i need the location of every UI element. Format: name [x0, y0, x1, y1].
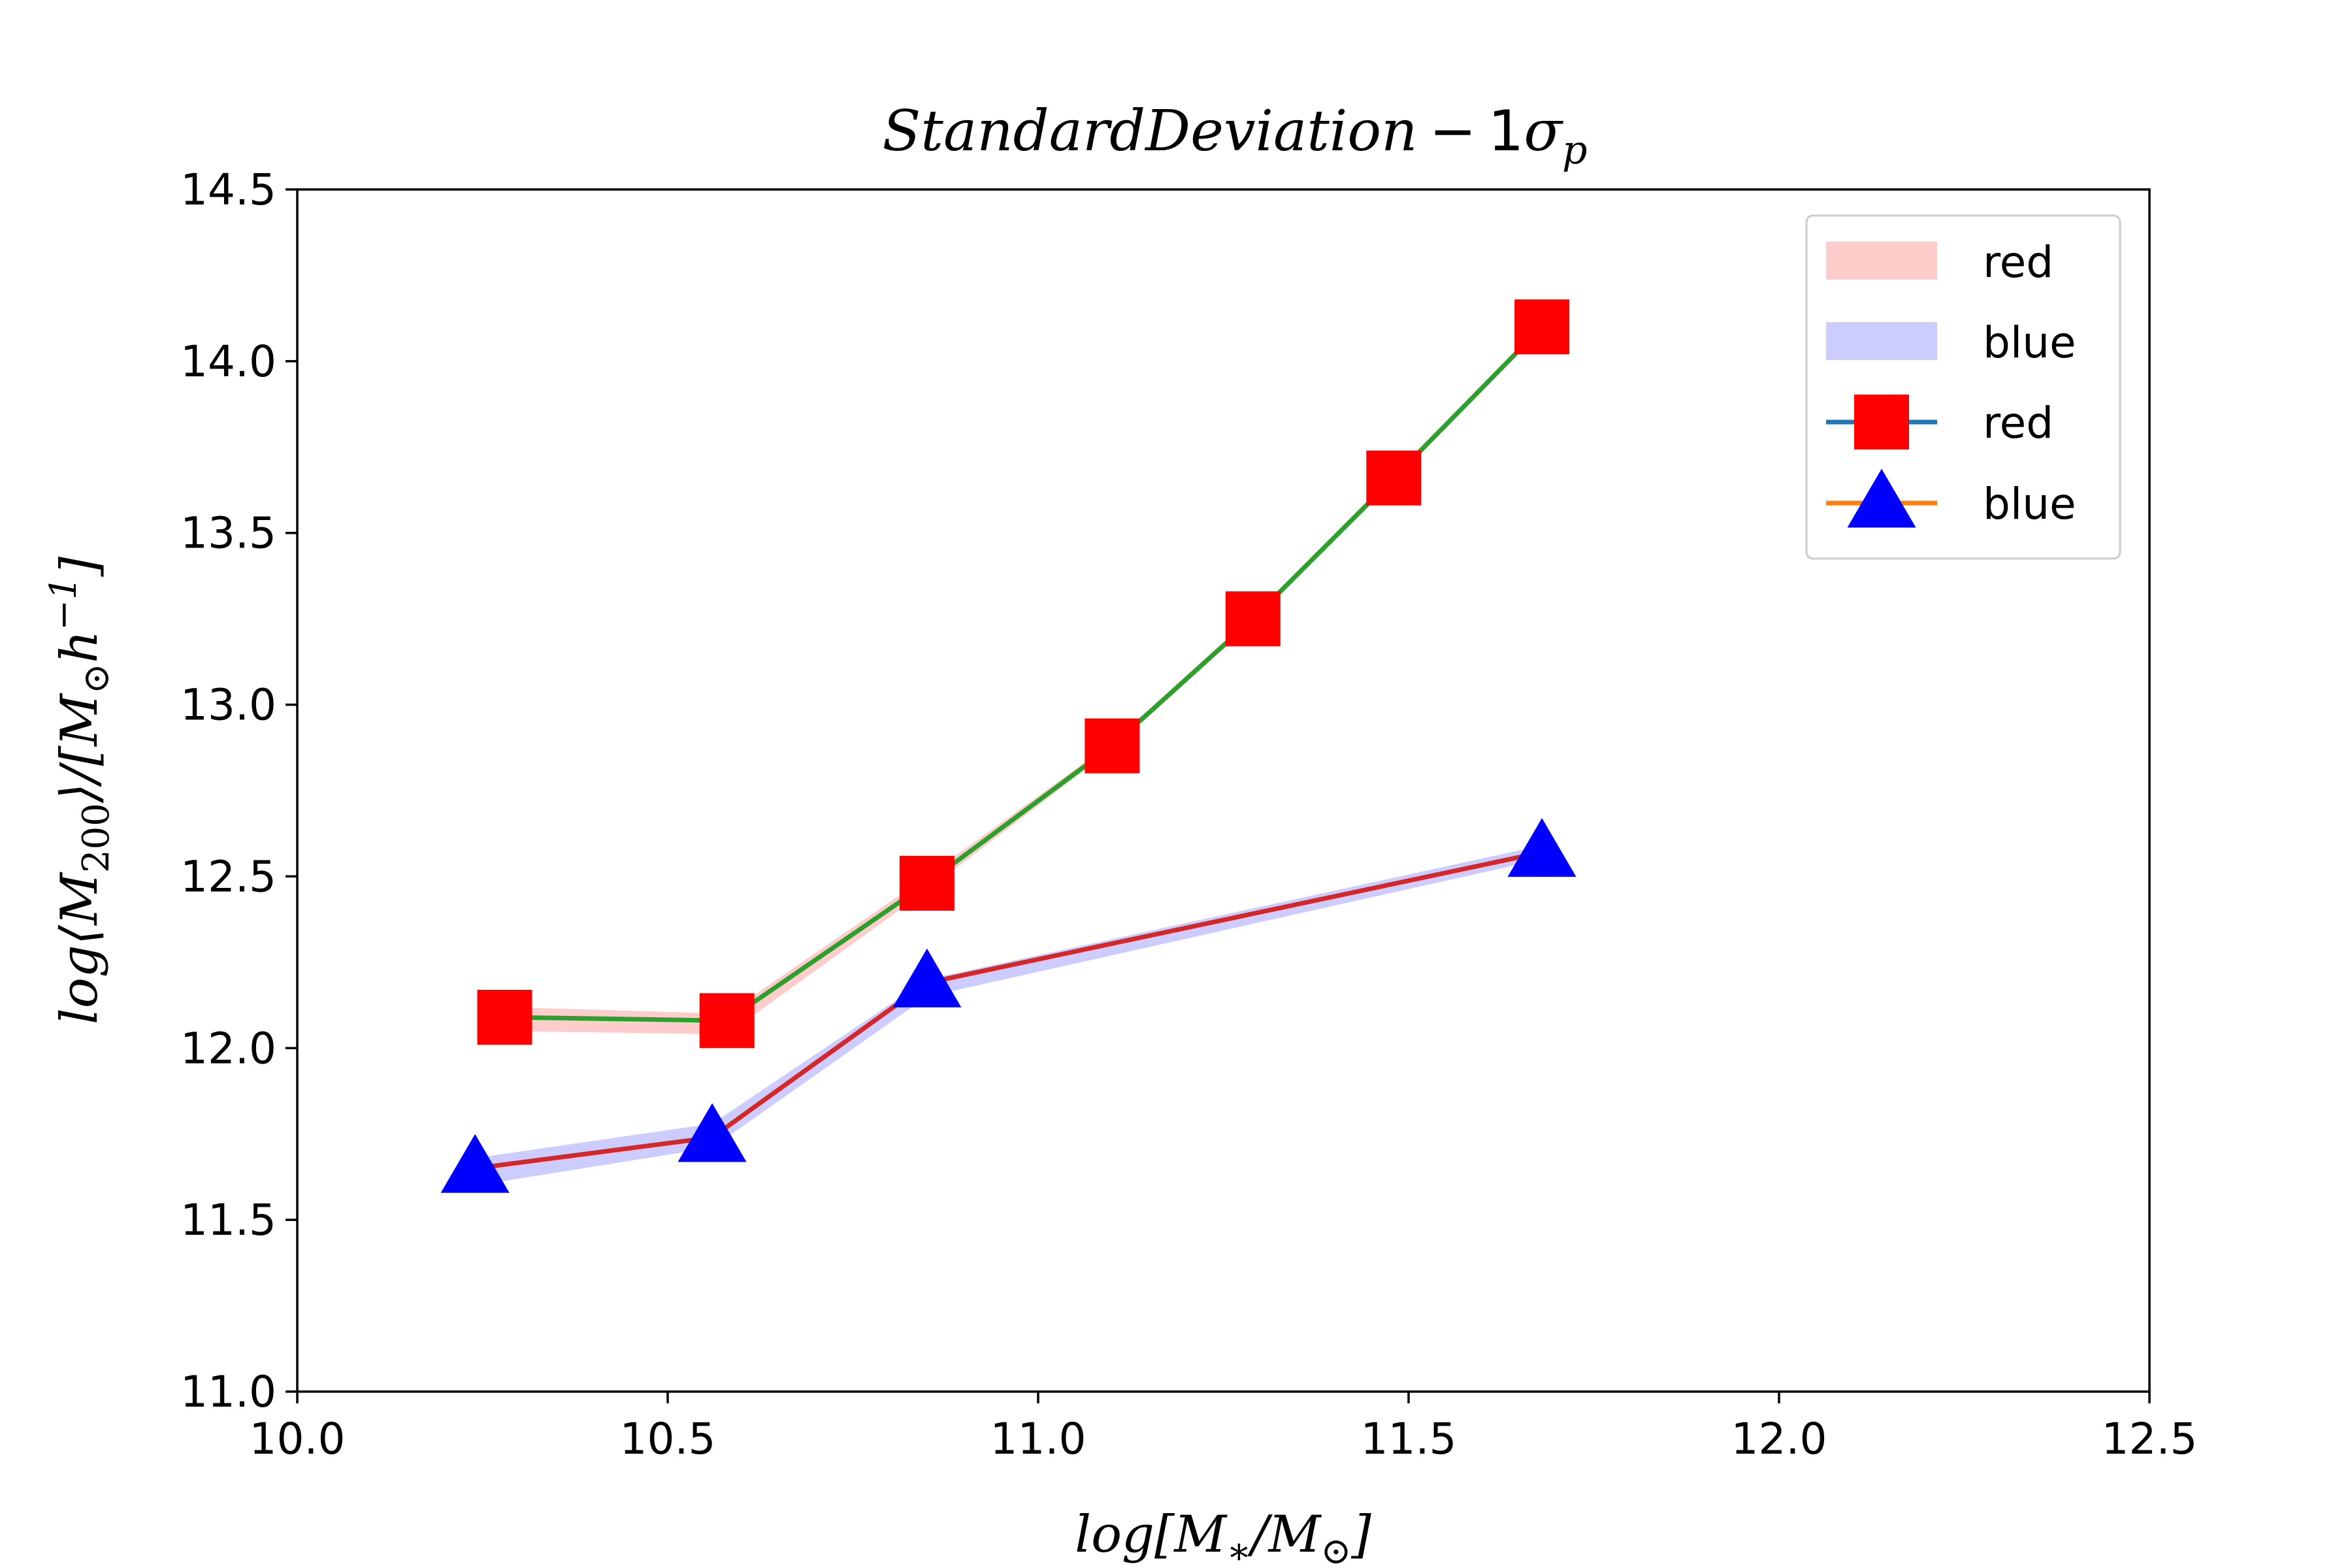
chart-title: StandardDeviation −1σp — [883, 99, 1588, 173]
legend-marker-blue — [1847, 468, 1916, 528]
legend-swatch-blue — [1826, 322, 1937, 360]
legend-swatch-red — [1826, 242, 1937, 280]
y-tick-label: 13.5 — [180, 508, 276, 559]
legend-label: blue — [1983, 479, 2076, 529]
legend-marker-red — [1854, 395, 1909, 449]
data-point-red — [699, 993, 755, 1049]
data-point-blue — [1507, 818, 1576, 877]
x-tick-label: 12.5 — [2102, 1414, 2198, 1464]
data-point-red — [1514, 299, 1570, 355]
band-blue — [475, 845, 1543, 1186]
y-tick-label: 11.5 — [180, 1195, 276, 1245]
data-point-red — [1225, 591, 1281, 647]
data-point-red — [1085, 718, 1140, 774]
y-tick-label: 14.0 — [180, 336, 276, 387]
data-point-blue — [440, 1134, 510, 1193]
data-point-blue — [678, 1103, 747, 1162]
y-tick-label: 12.0 — [180, 1023, 276, 1073]
legend-label: blue — [1983, 318, 2076, 368]
data-point-red — [899, 855, 955, 911]
legend-label: red — [1983, 398, 2053, 448]
data-point-red — [477, 989, 532, 1045]
x-tick-label: 10.5 — [620, 1414, 716, 1464]
y-axis-label: log⟨M200⟩/[M⊙h−1] — [42, 556, 118, 1024]
y-axis: 11.0 11.5 12.0 12.5 13.0 13.5 14.0 14.5 — [180, 165, 297, 1417]
x-tick-label: 12.0 — [1731, 1414, 1827, 1464]
legend: red blue red blue — [1805, 214, 2121, 560]
plot-frame — [296, 188, 2151, 1393]
x-axis: 10.0 10.5 11.0 11.5 12.0 12.5 — [250, 1392, 2198, 1464]
y-tick-label: 12.5 — [180, 851, 276, 902]
legend-frame — [1805, 214, 2121, 560]
data-point-red — [1366, 450, 1422, 506]
x-tick-label: 11.0 — [990, 1414, 1086, 1464]
plot-area — [440, 299, 1576, 1193]
legend-label: red — [1983, 237, 2053, 287]
x-tick-label: 10.0 — [250, 1414, 346, 1464]
series-line-blue — [474, 850, 1543, 1171]
y-tick-label: 13.0 — [180, 680, 276, 730]
x-tick-label: 11.5 — [1361, 1414, 1457, 1464]
y-tick-label: 11.0 — [180, 1367, 276, 1417]
data-point-blue — [892, 948, 962, 1007]
y-tick-label: 14.5 — [180, 165, 276, 215]
